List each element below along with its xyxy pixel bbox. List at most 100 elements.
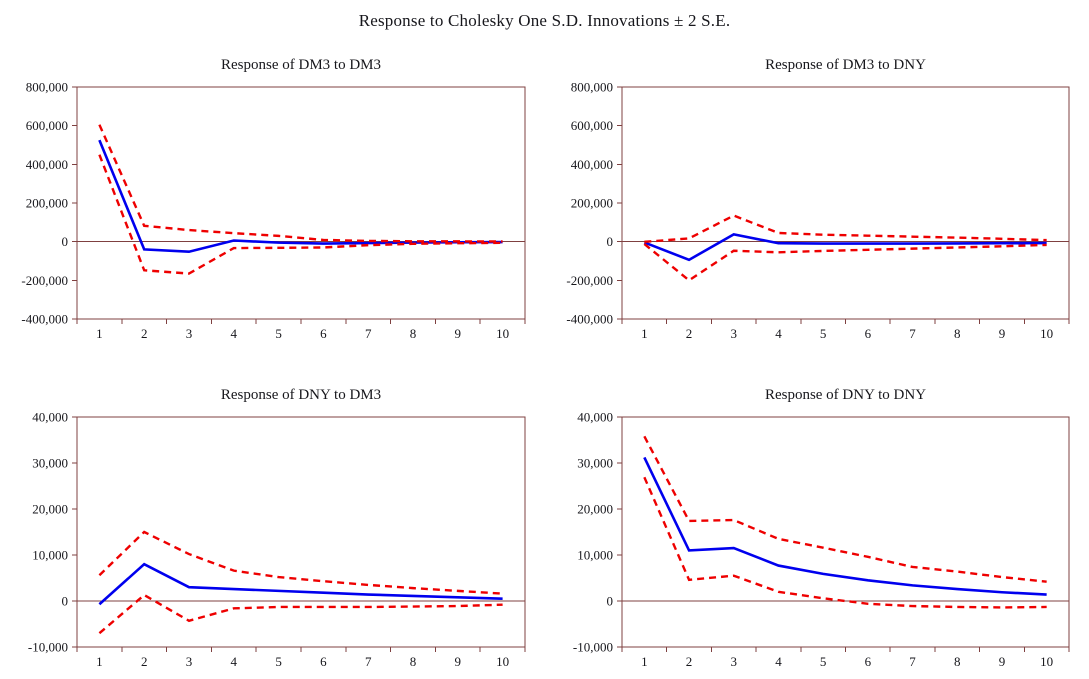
x-tick-label: 5 <box>275 326 282 341</box>
y-axis: 40,000 30,000 20,000 10,000 0 -10,000 <box>573 410 622 655</box>
x-tick-label: 10 <box>496 654 509 669</box>
x-tick-label: 5 <box>820 326 827 341</box>
y-tick-label: -200,000 <box>566 273 613 288</box>
x-tick-label: 5 <box>275 654 282 669</box>
y-tick-label: 0 <box>607 594 614 609</box>
x-tick-label: 10 <box>1040 654 1053 669</box>
response-line <box>98 562 503 606</box>
response-line <box>643 232 1047 262</box>
x-tick-label: 2 <box>686 654 693 669</box>
x-tick-label: 6 <box>320 326 327 341</box>
x-tick-label: 8 <box>954 326 961 341</box>
y-tick-label: 200,000 <box>571 196 613 211</box>
x-tick-label: 10 <box>496 326 509 341</box>
x-tick-label: 6 <box>320 654 327 669</box>
chart-title: Response of DNY to DM3 <box>220 387 382 403</box>
y-tick-label: 10,000 <box>32 548 68 563</box>
y-tick-label: 400,000 <box>26 157 68 172</box>
y-tick-label: 200,000 <box>26 196 68 211</box>
upper-2se-band-line <box>643 435 1047 583</box>
y-tick-label: 800,000 <box>571 80 613 95</box>
plot-frame <box>76 86 526 320</box>
chart-panel-response-of-dny-to-dm3: Response of DNY to DM3 40,000 30,000 20,00… <box>0 365 545 679</box>
y-tick-label: 400,000 <box>571 157 613 172</box>
lower-2se-band-line <box>643 243 1047 282</box>
x-tick-label: 3 <box>186 326 193 341</box>
x-tick-label: 1 <box>96 326 103 341</box>
y-tick-label: 800,000 <box>26 80 68 95</box>
y-axis: 800,000 600,000 400,000 200,000 0 -200,000 -40… <box>566 80 622 327</box>
y-tick-label: -200,000 <box>21 273 68 288</box>
x-tick-label: 8 <box>954 654 961 669</box>
x-tick-label: 2 <box>686 326 693 341</box>
x-tick-label: 4 <box>775 326 782 341</box>
x-tick-label: 1 <box>641 654 648 669</box>
y-tick-label: 40,000 <box>577 410 613 425</box>
x-tick-label: 5 <box>820 654 827 669</box>
y-tick-label: 20,000 <box>577 502 613 517</box>
x-axis: 1 2 3 4 5 6 7 8 9 10 <box>76 647 526 669</box>
figure-title: Response to Cholesky One S.D. Innovation… <box>358 11 731 30</box>
lower-2se-band-line <box>98 154 503 275</box>
x-tick-label: 3 <box>731 326 738 341</box>
chart-title: Response of DM3 to DM3 <box>221 57 381 73</box>
y-axis: 800,000 600,000 400,000 200,000 0 -200,000 -40… <box>21 80 77 327</box>
y-tick-label: -10,000 <box>28 640 68 655</box>
x-tick-label: 7 <box>909 654 916 669</box>
x-tick-label: 4 <box>775 654 782 669</box>
y-tick-label: 600,000 <box>571 118 613 133</box>
x-tick-label: 3 <box>731 654 738 669</box>
x-tick-label: 9 <box>455 326 462 341</box>
x-axis: 1 2 3 4 5 6 7 8 9 10 <box>621 319 1070 341</box>
y-tick-label: 0 <box>62 234 69 249</box>
y-tick-label: 0 <box>607 234 614 249</box>
y-tick-label: 600,000 <box>26 118 68 133</box>
y-tick-label: -400,000 <box>21 312 68 327</box>
x-tick-label: 7 <box>909 326 916 341</box>
line-chart: 800,000 600,000 400,000 200,000 0 -200,000 -40… <box>566 80 1070 341</box>
lower-2se-band-line <box>98 593 503 635</box>
plot-frame <box>621 416 1070 648</box>
chart-panel-response-of-dny-to-dny: Response of DNY to DNY 40,000 30,000 20,00… <box>545 365 1089 679</box>
y-tick-label: -400,000 <box>566 312 613 327</box>
upper-2se-band-line <box>98 124 503 243</box>
y-tick-label: 10,000 <box>577 548 613 563</box>
lower-2se-band-line <box>643 476 1047 609</box>
x-tick-label: 3 <box>186 654 193 669</box>
chart-title: Response of DM3 to DNY <box>765 57 926 73</box>
x-tick-label: 2 <box>141 654 148 669</box>
upper-2se-band-line <box>98 530 503 595</box>
y-tick-label: 40,000 <box>32 410 68 425</box>
line-chart: 40,000 30,000 20,000 10,000 0 -10,000 1 2 3 4 5 6 7 8… <box>573 410 1070 669</box>
y-tick-label: 20,000 <box>32 502 68 517</box>
x-tick-label: 6 <box>865 654 872 669</box>
chart-title: Response of DNY to DNY <box>764 387 927 403</box>
x-tick-label: 8 <box>410 326 417 341</box>
response-line <box>98 139 503 254</box>
x-tick-label: 9 <box>999 654 1006 669</box>
y-tick-label: 30,000 <box>32 456 68 471</box>
x-axis: 1 2 3 4 5 6 7 8 9 10 <box>76 319 526 341</box>
x-tick-label: 6 <box>865 326 872 341</box>
response-line <box>643 456 1047 596</box>
x-tick-label: 4 <box>231 654 238 669</box>
x-tick-label: 9 <box>999 326 1006 341</box>
x-tick-label: 10 <box>1040 326 1053 341</box>
x-axis: 1 2 3 4 5 6 7 8 9 10 <box>621 647 1070 669</box>
plot-frame <box>621 86 1070 320</box>
x-tick-label: 8 <box>410 654 417 669</box>
x-tick-label: 1 <box>641 326 648 341</box>
y-tick-label: 0 <box>62 594 69 609</box>
x-tick-label: 7 <box>365 326 372 341</box>
line-chart: 800,000 600,000 400,000 200,000 0 -200,000 -40… <box>21 80 526 341</box>
chart-panel-response-of-dm3-to-dm3: Response of DM3 to DM3 800,000 600,000 400… <box>0 45 545 365</box>
x-tick-label: 9 <box>455 654 462 669</box>
x-tick-label: 7 <box>365 654 372 669</box>
x-tick-label: 1 <box>96 654 103 669</box>
x-tick-label: 4 <box>231 326 238 341</box>
y-tick-label: -10,000 <box>573 640 613 655</box>
y-axis: 40,000 30,000 20,000 10,000 0 -10,000 <box>28 410 77 655</box>
line-chart: 40,000 30,000 20,000 10,000 0 -10,000 1 2 3 4 5 6 7 8… <box>28 410 526 669</box>
y-tick-label: 30,000 <box>577 456 613 471</box>
upper-2se-band-line <box>644 214 1047 244</box>
